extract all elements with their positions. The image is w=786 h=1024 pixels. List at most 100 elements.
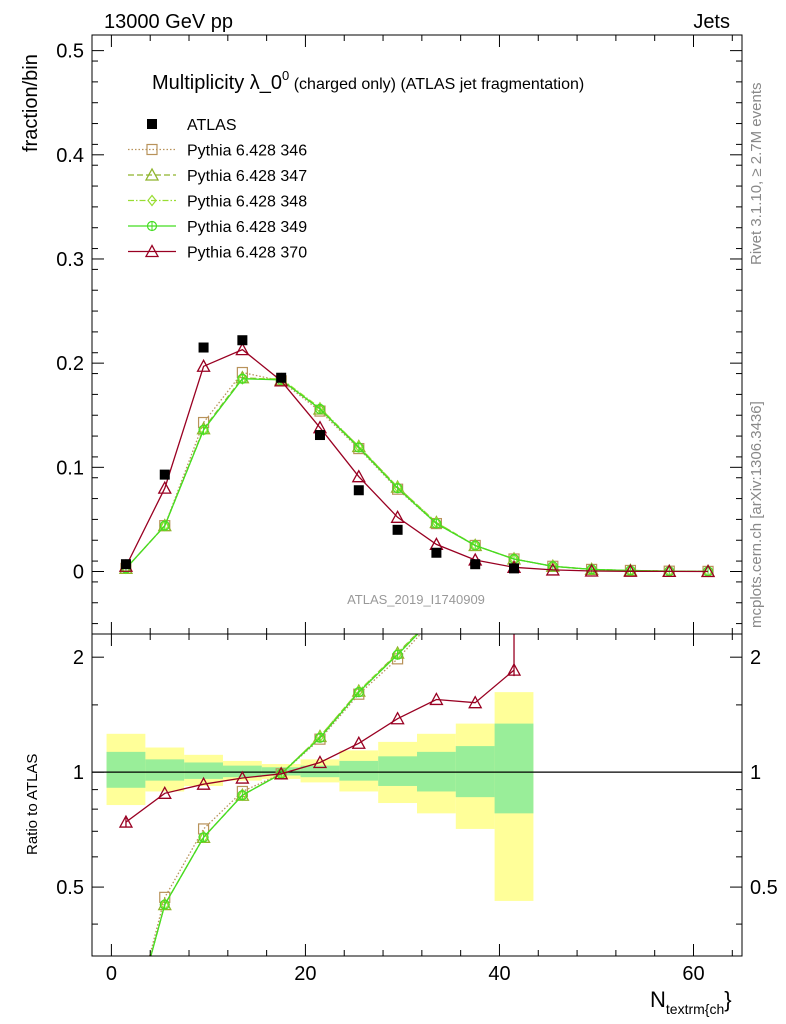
series-point — [545, 562, 560, 576]
uncertainty-band-inner — [339, 760, 379, 781]
series-point — [584, 563, 599, 577]
ratio-point — [118, 814, 134, 828]
uncertainty-band-inner — [300, 765, 340, 778]
series-point — [623, 563, 638, 577]
legend-marker-atlas — [147, 119, 157, 129]
ratio-point — [196, 776, 211, 790]
series-line — [125, 378, 709, 573]
title-main: Multiplicity λ_0 — [152, 72, 282, 94]
top-ylabel: fraction/bin — [20, 54, 42, 152]
header-right: Jets — [693, 11, 730, 33]
data-point — [237, 335, 248, 346]
ratio-point — [159, 899, 170, 910]
data-point — [353, 485, 364, 496]
data-point — [392, 524, 403, 535]
ratio-point — [390, 711, 405, 725]
ratio-point — [351, 735, 366, 749]
ratio-series-4 — [150, 530, 519, 956]
legend-marker — [146, 220, 158, 232]
ratio-point — [510, 529, 518, 539]
legend-label-atlas: ATLAS — [187, 117, 237, 134]
legend-marker — [144, 244, 160, 258]
y-tick-label: 0.3 — [56, 249, 84, 271]
marker-ring — [510, 530, 519, 539]
series-point — [431, 518, 442, 529]
title-sup: 0 — [282, 68, 289, 83]
rivet-label: Rivet 3.1.10, ≥ 2.7M events — [748, 83, 765, 266]
ratio-line — [125, 669, 515, 823]
uncertainty-band-inner — [106, 751, 146, 788]
series-point — [314, 403, 326, 415]
legend-label: Pythia 6.428 370 — [187, 245, 307, 262]
x-tick-label: 40 — [488, 963, 510, 985]
ratio-y-tick-label-right: 2 — [750, 647, 761, 669]
y-tick-label: 0.2 — [56, 353, 84, 375]
legend-marker — [146, 143, 158, 156]
legend-label: Pythia 6.428 348 — [187, 194, 307, 211]
marker-ring — [432, 610, 441, 619]
series-line — [125, 378, 709, 573]
ratio-y-tick-label: 2 — [73, 647, 84, 669]
legend-label: Pythia 6.428 349 — [187, 219, 307, 236]
uncertainty-band-inner — [145, 759, 185, 781]
y-tick-label: 0 — [73, 561, 84, 583]
series-line — [125, 377, 709, 573]
main-plot-area — [118, 335, 716, 578]
series-point — [237, 373, 248, 384]
data-point — [159, 469, 170, 480]
ratio-frame — [91, 633, 743, 957]
legend-label: Pythia 6.428 346 — [187, 143, 307, 160]
ratio-point — [392, 649, 403, 660]
series-line — [125, 371, 709, 573]
y-tick-label: 0.4 — [56, 145, 84, 167]
legend-marker — [144, 167, 160, 181]
ratio-point — [509, 529, 519, 539]
ratio-plot-area — [92, 528, 742, 956]
ratio-point — [312, 755, 328, 769]
legend-label: Pythia 6.428 347 — [187, 168, 307, 185]
ratio-point — [157, 785, 172, 799]
ratio-point — [432, 610, 441, 619]
data-point — [509, 563, 520, 574]
series-point — [392, 483, 403, 494]
xlabel-sub: textrm{ch — [666, 1001, 724, 1017]
series-point — [159, 520, 170, 531]
legend-marker — [147, 194, 157, 207]
series-point — [700, 564, 716, 578]
legend: ATLAS Pythia 6.428 346 Pythia 6.428 347 Pyt… — [128, 117, 307, 262]
uncertainty-band-inner — [184, 762, 223, 779]
series-point — [470, 540, 481, 551]
series-point — [157, 480, 172, 494]
ratio-y-tick-label: 1 — [73, 762, 84, 784]
x-tick-label: 60 — [682, 963, 704, 985]
title-suffix: (charged only) (ATLAS jet fragmentation) — [289, 76, 584, 93]
x-tick-label: 20 — [294, 963, 316, 985]
series-point — [662, 564, 677, 578]
mcplots-label: mcplots.cern.ch [arXiv:1306.3436] — [748, 401, 765, 628]
ratio-point — [237, 790, 248, 801]
data-point — [470, 559, 481, 570]
xlabel-main: N — [650, 987, 666, 1012]
series-5 — [118, 342, 716, 578]
analysis-id: ATLAS_2019_I1740909 — [347, 592, 485, 607]
header-left: 13000 GeV pp — [104, 11, 233, 33]
x-tick-label: 0 — [106, 963, 117, 985]
ratio-point — [510, 530, 519, 539]
ratio-y-tick-label: 0.5 — [56, 877, 84, 899]
ratio-point — [432, 609, 440, 619]
uncertainty-band-inner — [378, 756, 417, 786]
data-point — [431, 547, 442, 558]
ratio-point — [235, 770, 250, 784]
series-point — [390, 509, 405, 523]
ratio-point — [429, 692, 444, 706]
y-tick-label: 0.5 — [56, 41, 84, 63]
data-point — [198, 342, 209, 353]
ratio-point — [508, 528, 520, 539]
ratio-point — [198, 832, 209, 843]
series-point — [353, 442, 364, 453]
series-point — [351, 469, 366, 483]
x-axis-label: Ntextrm{ch} — [650, 987, 732, 1017]
ratio-point — [431, 612, 441, 622]
series-point — [196, 358, 211, 372]
series-2 — [118, 370, 716, 578]
